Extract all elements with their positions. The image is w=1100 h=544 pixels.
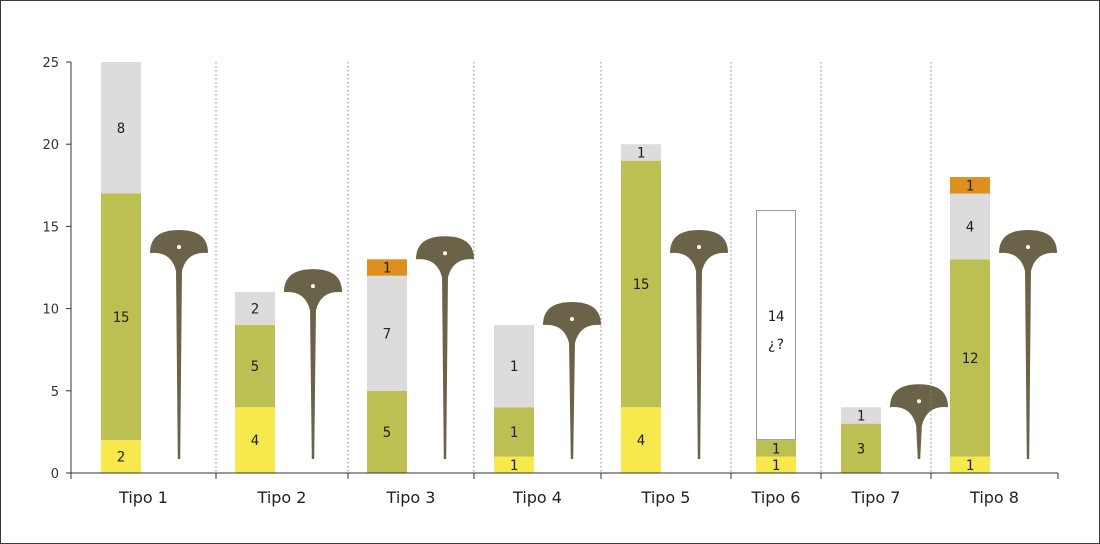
pin-head [670, 230, 728, 271]
pin-shaft [442, 275, 448, 459]
pin-hole [1026, 245, 1030, 249]
bar-segment-green [101, 193, 141, 441]
bar-segment-label: 1 [510, 359, 518, 375]
bar-segment-label: 3 [857, 441, 865, 457]
fan-headed-pin-icon [416, 236, 474, 459]
category-label: Tipo 6 [751, 488, 801, 507]
pin-hole [570, 317, 574, 322]
bar-segment-label: 5 [383, 425, 391, 441]
bar-segment-yellow [235, 407, 275, 473]
pin-shaft [916, 423, 922, 459]
bar-segment-label: 14 [768, 309, 785, 325]
y-tick-label: 10 [42, 303, 59, 318]
pin-shaft [569, 341, 575, 459]
bar-segment-label: 1 [510, 458, 518, 474]
bar-segment-yellow [621, 407, 661, 473]
bar-segment-label: 1 [637, 145, 645, 161]
y-tick-label: 0 [51, 467, 59, 482]
bar-segment-label: 12 [962, 351, 979, 367]
category-label: Tipo 8 [969, 488, 1019, 507]
bar-segment-green [841, 423, 881, 473]
bar-segment-yellow [494, 456, 534, 473]
bar-segment-yellow [950, 456, 990, 473]
fan-headed-pin-icon [670, 230, 728, 459]
bar-segment-green [367, 390, 407, 473]
pin-images [150, 230, 1057, 459]
y-tick-label: 5 [51, 385, 59, 400]
bar-segment-label: 1 [772, 441, 780, 457]
y-tick-label: 25 [42, 56, 59, 71]
pin-head [999, 230, 1057, 271]
bar-segment-label: 2 [117, 450, 125, 466]
category-label: Tipo 3 [386, 488, 436, 507]
pin-shaft [176, 269, 182, 459]
bar-segment-label: 1 [857, 408, 865, 424]
fan-headed-pin-icon [543, 302, 601, 459]
pin-hole [697, 245, 701, 249]
bar-segment-label: 4 [251, 433, 259, 449]
bar-segment-label: 7 [383, 326, 391, 342]
pin-shaft [310, 308, 316, 459]
pin-head [543, 302, 601, 344]
fan-headed-pin-icon [999, 230, 1057, 459]
bar-segment-gray [621, 144, 661, 161]
fan-headed-pin-icon [890, 384, 948, 459]
bar-segment-green [950, 259, 990, 457]
category-label: Tipo 1 [118, 488, 168, 507]
category-label: Tipo 7 [851, 488, 901, 507]
bar-segment-gray [494, 325, 534, 408]
y-tick-label: 15 [42, 220, 59, 235]
pin-head [416, 236, 474, 278]
bar-segment-label: 15 [113, 310, 130, 326]
bar-segment-label: 8 [117, 121, 125, 137]
category-label: Tipo 2 [257, 488, 307, 507]
pin-shaft [1025, 269, 1031, 459]
y-tick-label: 20 [42, 138, 59, 153]
bar-segment-green [235, 325, 275, 408]
bar-segment-unknown [756, 209, 796, 441]
bar-segment-green [494, 407, 534, 457]
bar-segment-label: 2 [251, 302, 259, 318]
bar-segment-label: 1 [966, 458, 974, 474]
pin-head [890, 384, 948, 426]
bar-segment-label: 5 [251, 359, 259, 375]
bar-segment-green [756, 440, 796, 457]
bar-segment-label: 1 [383, 261, 391, 277]
pin-head [284, 269, 342, 311]
pin-hole [917, 399, 921, 404]
fan-headed-pin-icon [284, 269, 342, 459]
pin-head [150, 230, 208, 271]
bar-segment-green [621, 160, 661, 408]
bar-segment-gray [950, 193, 990, 260]
bar-segment-gray [235, 292, 275, 326]
bar-segment-gray [841, 407, 881, 424]
bar-segment-gray [101, 62, 141, 194]
bar-segment-label: 4 [637, 433, 645, 449]
bar-segment-orange [950, 177, 990, 194]
bar-segment-label: 1 [510, 425, 518, 441]
bar-segment-label: 1 [772, 458, 780, 474]
pin-hole [177, 245, 181, 249]
bar-segment-orange [367, 259, 407, 276]
bar-segment-gray [367, 275, 407, 391]
pin-hole [443, 251, 447, 256]
pin-shaft [696, 269, 702, 459]
fan-headed-pin-icon [150, 230, 208, 459]
bar-segment-label: 4 [966, 219, 974, 235]
bar-segment-yellow [101, 440, 141, 473]
bar-segment-label: 1 [966, 178, 974, 194]
pin-hole [311, 284, 315, 289]
category-label: Tipo 5 [641, 488, 691, 507]
bar-segment-yellow [756, 456, 796, 473]
bar-segment-sublabel: ¿? [768, 337, 785, 353]
bar-segment-label: 15 [633, 277, 650, 293]
category-label: Tipo 4 [512, 488, 562, 507]
